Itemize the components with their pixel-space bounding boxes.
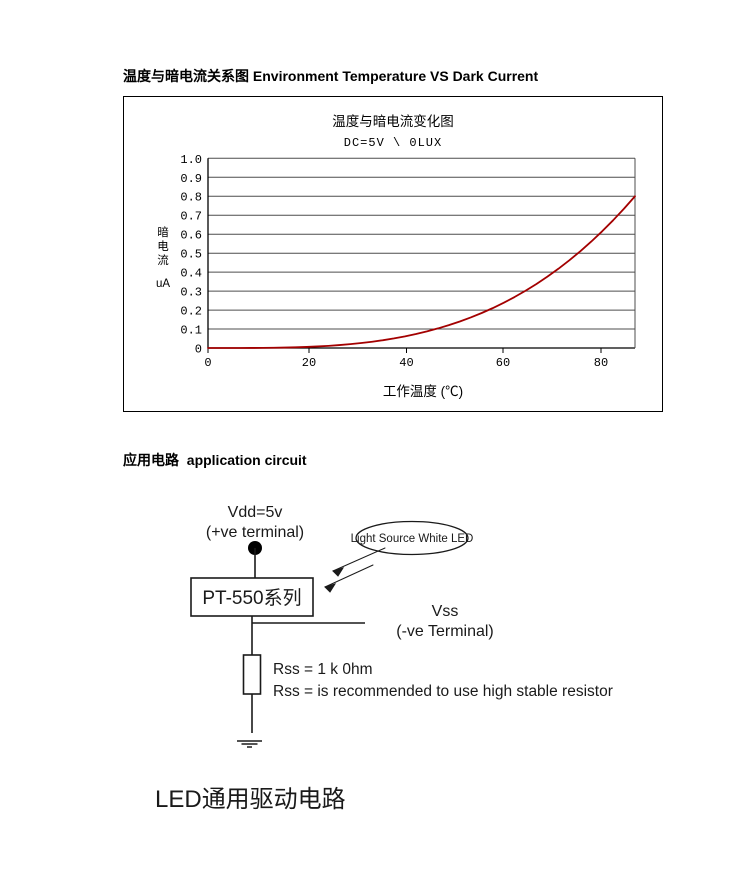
svg-text:Vdd=5v: Vdd=5v (228, 504, 283, 521)
svg-text:LED通用驱动电路: LED通用驱动电路 (155, 786, 346, 813)
svg-text:(-ve Terminal): (-ve Terminal) (396, 623, 494, 640)
svg-text:Rss = 1 k 0hm: Rss = 1 k 0hm (273, 661, 373, 678)
svg-text:Rss = is recommended to use hi: Rss = is recommended to use high stable … (273, 683, 613, 700)
svg-text:Light Source White LED: Light Source White LED (351, 533, 474, 545)
svg-text:Vss: Vss (432, 603, 459, 620)
svg-text:PT-550系列: PT-550系列 (202, 587, 301, 609)
svg-text:(+ve terminal): (+ve terminal) (206, 524, 304, 541)
